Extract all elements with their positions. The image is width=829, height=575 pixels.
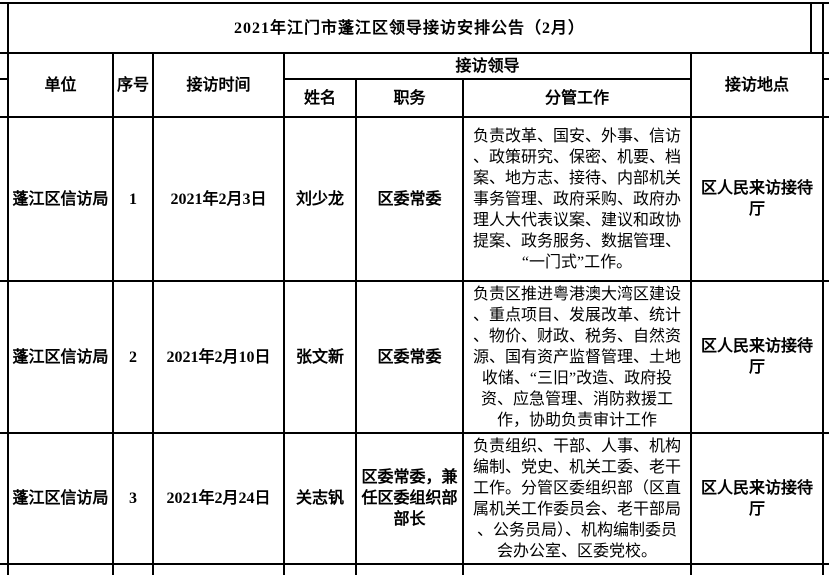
seq-cell: 2 <box>112 280 154 434</box>
header-leader-group: 接访领导 <box>283 52 692 80</box>
header-unit: 单位 <box>7 52 114 118</box>
empty-cell <box>283 563 357 575</box>
table-row: 蓬江区信访局 2 2021年2月10日 张文新 区委常委 负责区推进粤港澳大湾区… <box>7 280 825 434</box>
header-row-sub: 姓名 职务 分管工作 <box>8 78 823 118</box>
position-cell: 区委常委 <box>355 280 464 434</box>
time-cell: 2021年2月3日 <box>152 116 285 282</box>
table-row: 蓬江区信访局 3 2021年2月24日 关志钒 区委常委，兼 任区委组织部 部长… <box>7 432 825 565</box>
header-location: 接访地点 <box>689 52 825 118</box>
unit-cell: 蓬江区信访局 <box>7 116 114 282</box>
duties-cell: 负责改革、国安、外事、信访 、政策研究、保密、机要、档 案、地方志、接待、内部机… <box>462 116 692 282</box>
header-row-top: 单位 序号 接访时间 接访领导 接访地点 <box>7 52 825 118</box>
header-position: 职务 <box>355 78 464 118</box>
header-index: 序号 <box>112 52 154 118</box>
empty-cell <box>112 563 154 575</box>
name-cell: 刘少龙 <box>283 116 357 282</box>
partial-row <box>7 563 825 575</box>
empty-cell <box>7 563 114 575</box>
location-cell: 区人民来访接待厅 <box>689 432 825 565</box>
location-cell: 区人民来访接待厅 <box>689 116 825 282</box>
table-row: 蓬江区信访局 1 2021年2月3日 刘少龙 区委常委 负责改革、国安、外事、信… <box>7 116 825 282</box>
header-name: 姓名 <box>283 78 357 118</box>
seq-cell: 3 <box>112 432 154 565</box>
header-duties: 分管工作 <box>462 78 692 118</box>
seq-cell: 1 <box>112 116 154 282</box>
position-cell: 区委常委，兼 任区委组织部 部长 <box>355 432 464 565</box>
title-row: 2021年江门市蓬江区领导接访安排公告（2月） <box>6 2 825 54</box>
title-spacer-cell <box>810 2 825 54</box>
empty-cell <box>462 563 692 575</box>
unit-cell: 蓬江区信访局 <box>7 432 114 565</box>
empty-cell <box>152 563 285 575</box>
name-cell: 张文新 <box>283 280 357 434</box>
name-cell: 关志钒 <box>283 432 357 565</box>
duties-cell: 负责区推进粤港澳大湾区建设 、重点项目、发展改革、统计 、物价、财政、税务、自然… <box>462 280 692 434</box>
reception-schedule-table: 2021年江门市蓬江区领导接访安排公告（2月） 单位 序号 接访时间 接访领导 … <box>6 2 825 575</box>
page-title: 2021年江门市蓬江区领导接访安排公告（2月） <box>6 2 813 54</box>
duties-cell: 负责组织、干部、人事、机构 编制、党史、机关工委、老干 工作。分管区委组织部（区… <box>462 432 692 565</box>
location-cell: 区人民来访接待厅 <box>689 280 825 434</box>
unit-cell: 蓬江区信访局 <box>7 280 114 434</box>
time-cell: 2021年2月10日 <box>152 280 285 434</box>
position-cell: 区委常委 <box>355 116 464 282</box>
empty-cell <box>355 563 464 575</box>
header-time: 接访时间 <box>152 52 285 118</box>
empty-cell <box>689 563 825 575</box>
time-cell: 2021年2月24日 <box>152 432 285 565</box>
